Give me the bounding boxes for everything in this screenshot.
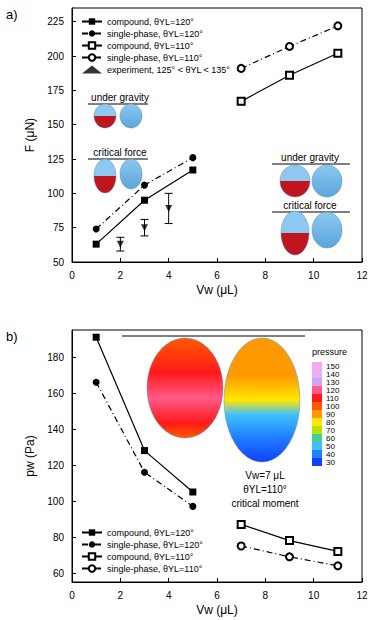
svg-text:110: 110 <box>326 393 339 403</box>
svg-text:critical force: critical force <box>283 200 337 211</box>
svg-text:120: 120 <box>326 385 340 395</box>
svg-text:30: 30 <box>326 458 335 467</box>
svg-text:50: 50 <box>53 257 65 268</box>
svg-text:θYL=110°: θYL=110° <box>243 484 287 495</box>
svg-text:100: 100 <box>47 496 64 507</box>
svg-text:under gravity: under gravity <box>91 92 149 103</box>
svg-text:10: 10 <box>308 590 320 601</box>
svg-text:a): a) <box>6 7 18 22</box>
svg-text:single-phase, θYL=120°: single-phase, θYL=120° <box>107 540 203 550</box>
svg-text:2: 2 <box>118 590 124 601</box>
svg-text:80: 80 <box>326 417 335 427</box>
svg-text:b): b) <box>6 329 18 344</box>
svg-text:pw (Pa): pw (Pa) <box>23 435 37 476</box>
svg-text:140: 140 <box>326 369 340 379</box>
svg-text:compound, θYL=120°: compound, θYL=120° <box>107 528 194 538</box>
svg-text:90: 90 <box>326 409 335 419</box>
svg-text:critical moment: critical moment <box>231 498 298 509</box>
svg-text:Vw (μL): Vw (μL) <box>196 603 238 617</box>
svg-text:150: 150 <box>47 119 64 130</box>
svg-text:Vw (μL): Vw (μL) <box>196 283 238 297</box>
svg-text:pressure: pressure <box>312 347 347 357</box>
svg-text:125: 125 <box>47 154 64 165</box>
svg-text:60: 60 <box>326 433 335 443</box>
svg-text:compound, θYL=110°: compound, θYL=110° <box>107 41 194 51</box>
svg-text:single-phase, θYL=120°: single-phase, θYL=120° <box>107 29 203 39</box>
svg-text:130: 130 <box>326 377 340 387</box>
svg-text:10: 10 <box>308 270 320 281</box>
svg-text:100: 100 <box>47 188 64 199</box>
svg-text:180: 180 <box>47 352 64 363</box>
svg-text:4: 4 <box>166 270 172 281</box>
svg-text:Vw=7 μL: Vw=7 μL <box>245 470 285 481</box>
svg-text:225: 225 <box>47 16 64 27</box>
svg-text:120: 120 <box>47 460 64 471</box>
svg-text:2: 2 <box>118 270 124 281</box>
svg-text:single-phase, θYL=110°: single-phase, θYL=110° <box>107 564 203 574</box>
svg-text:experiment, 125° < θYL < 135°: experiment, 125° < θYL < 135° <box>107 65 230 75</box>
svg-text:200: 200 <box>47 51 64 62</box>
svg-text:12: 12 <box>356 270 368 281</box>
svg-text:80: 80 <box>53 532 65 543</box>
svg-text:critical force: critical force <box>93 147 147 158</box>
svg-text:160: 160 <box>47 388 64 399</box>
svg-text:F (μN): F (μN) <box>23 118 37 152</box>
svg-text:compound, θYL=110°: compound, θYL=110° <box>107 552 194 562</box>
svg-text:compound, θYL=120°: compound, θYL=120° <box>107 17 194 27</box>
svg-text:8: 8 <box>263 590 269 601</box>
svg-text:under gravity: under gravity <box>281 152 339 163</box>
svg-text:4: 4 <box>166 590 172 601</box>
svg-text:100: 100 <box>326 401 340 411</box>
svg-text:6: 6 <box>214 270 220 281</box>
svg-text:175: 175 <box>47 85 64 96</box>
svg-text:40: 40 <box>326 449 335 459</box>
svg-text:6: 6 <box>214 590 220 601</box>
svg-text:150: 150 <box>326 361 340 371</box>
svg-text:140: 140 <box>47 424 64 435</box>
svg-text:8: 8 <box>263 270 269 281</box>
svg-text:12: 12 <box>356 590 368 601</box>
svg-text:0: 0 <box>69 590 75 601</box>
svg-text:0: 0 <box>69 270 75 281</box>
svg-text:single-phase, θYL=110°: single-phase, θYL=110° <box>107 53 203 63</box>
svg-text:75: 75 <box>53 222 65 233</box>
svg-text:70: 70 <box>326 425 335 435</box>
svg-text:60: 60 <box>53 568 65 579</box>
svg-text:50: 50 <box>326 441 335 451</box>
